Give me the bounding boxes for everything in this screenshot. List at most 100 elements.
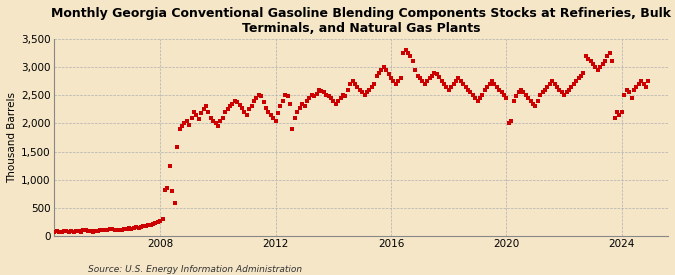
Point: [580, 54, 591, 58]
Point: [342, 87, 353, 92]
Point: [446, 85, 456, 89]
Point: [516, 87, 526, 92]
Point: [222, 107, 233, 111]
Point: [83, 229, 94, 233]
Point: [88, 229, 99, 234]
Point: [237, 105, 248, 110]
Point: [564, 87, 574, 92]
Point: [612, 110, 622, 114]
Point: [176, 124, 187, 128]
Point: [311, 92, 322, 96]
Point: [253, 93, 264, 97]
Point: [51, 229, 62, 233]
Point: [506, 118, 516, 123]
Point: [482, 85, 493, 89]
Point: [568, 82, 579, 86]
Point: [63, 230, 74, 234]
Point: [85, 229, 96, 233]
Point: [441, 85, 452, 89]
Point: [184, 122, 194, 127]
Point: [402, 51, 413, 55]
Point: [422, 79, 433, 83]
Point: [400, 48, 411, 52]
Point: [443, 87, 454, 92]
Point: [501, 96, 512, 100]
Point: [45, 230, 55, 234]
Point: [414, 76, 425, 81]
Point: [321, 93, 331, 97]
Point: [126, 227, 137, 231]
Point: [78, 228, 88, 232]
Point: [357, 90, 368, 95]
Point: [576, 73, 587, 78]
Point: [628, 87, 639, 92]
Point: [232, 100, 242, 104]
Point: [68, 229, 79, 234]
Point: [379, 65, 389, 69]
Y-axis label: Thousand Barrels: Thousand Barrels: [7, 92, 17, 183]
Point: [116, 228, 127, 232]
Point: [439, 82, 450, 86]
Point: [434, 75, 445, 79]
Point: [621, 87, 632, 92]
Point: [242, 113, 252, 117]
Point: [208, 118, 219, 123]
Point: [304, 96, 315, 100]
Point: [530, 104, 541, 109]
Point: [246, 104, 257, 109]
Point: [186, 116, 197, 120]
Point: [537, 90, 548, 95]
Point: [561, 90, 572, 95]
Point: [544, 82, 555, 86]
Point: [376, 68, 387, 72]
Point: [128, 226, 139, 230]
Point: [157, 217, 168, 221]
Point: [153, 220, 163, 224]
Point: [631, 85, 642, 89]
Point: [491, 85, 502, 89]
Point: [124, 226, 134, 231]
Point: [290, 116, 300, 120]
Point: [308, 94, 319, 98]
Point: [456, 79, 466, 83]
Point: [90, 229, 101, 233]
Point: [508, 99, 519, 103]
Point: [410, 68, 421, 72]
Point: [436, 79, 447, 83]
Point: [593, 68, 603, 72]
Point: [282, 94, 293, 98]
Point: [388, 79, 399, 83]
Point: [398, 51, 408, 55]
Point: [105, 227, 115, 231]
Point: [54, 230, 65, 234]
Point: [458, 82, 468, 86]
Point: [616, 110, 627, 114]
Point: [604, 51, 615, 55]
Point: [470, 96, 481, 100]
Point: [73, 229, 84, 233]
Point: [182, 118, 192, 123]
Point: [213, 124, 223, 128]
Point: [95, 228, 105, 232]
Point: [277, 99, 288, 103]
Point: [504, 121, 514, 126]
Point: [119, 227, 130, 232]
Point: [167, 189, 178, 193]
Point: [92, 229, 103, 233]
Point: [196, 111, 207, 116]
Point: [393, 79, 404, 83]
Point: [270, 118, 281, 123]
Point: [477, 93, 488, 97]
Point: [338, 93, 348, 97]
Point: [419, 82, 430, 86]
Point: [188, 110, 199, 114]
Point: [614, 113, 625, 117]
Point: [602, 54, 613, 58]
Point: [513, 90, 524, 95]
Point: [475, 96, 485, 100]
Point: [520, 93, 531, 97]
Point: [294, 105, 305, 110]
Point: [489, 82, 500, 86]
Point: [636, 79, 647, 83]
Point: [220, 110, 231, 114]
